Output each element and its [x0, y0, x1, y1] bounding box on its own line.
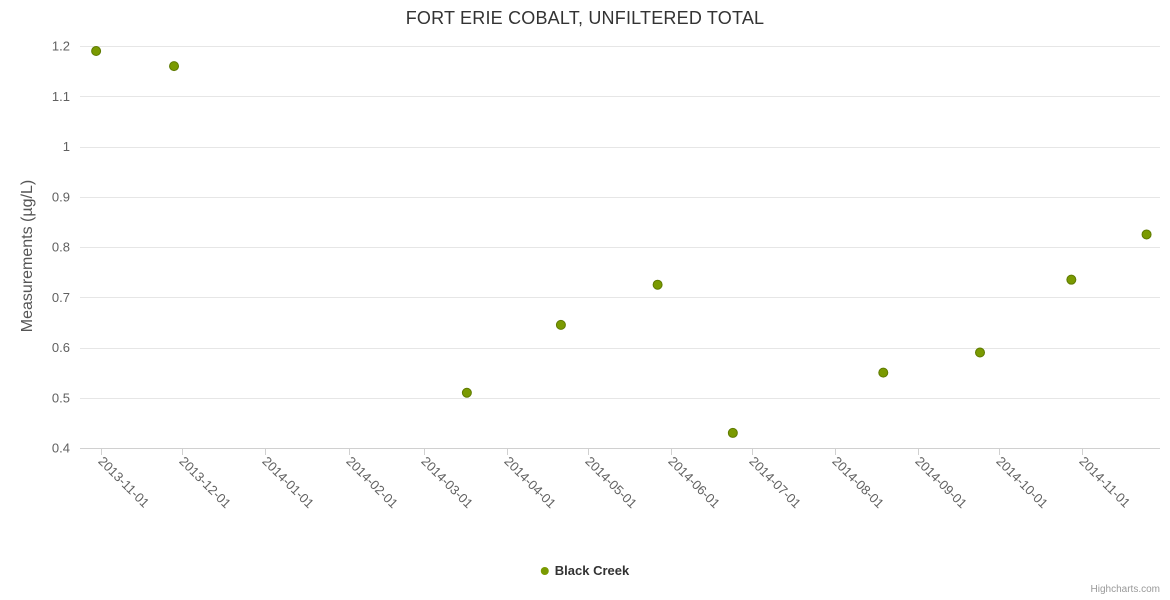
x-tick-label: 2014-10-01 — [993, 454, 1051, 512]
data-point[interactable] — [727, 427, 738, 438]
data-point[interactable] — [1141, 229, 1152, 240]
y-tick-label: 0.9 — [52, 189, 70, 204]
legend-item-black-creek[interactable]: Black Creek — [554, 563, 630, 578]
x-tick-label: 2013-12-01 — [176, 454, 234, 512]
y-tick-label: 0.7 — [52, 290, 70, 305]
y-tick-label: 0.6 — [52, 340, 70, 355]
x-tick-label: 2014-04-01 — [501, 454, 559, 512]
x-tick-label: 2014-02-01 — [343, 454, 401, 512]
x-tick-label: 2014-07-01 — [746, 454, 804, 512]
data-point[interactable] — [461, 387, 472, 398]
y-tick-label: 1.1 — [52, 89, 70, 104]
x-tick-label: 2014-11-01 — [1076, 454, 1133, 511]
y-tick-label: 1.2 — [52, 39, 70, 54]
legend: Black Creek — [540, 563, 630, 578]
data-point[interactable] — [555, 319, 566, 330]
x-tick-label: 2014-08-01 — [829, 454, 887, 512]
data-point[interactable] — [878, 367, 889, 378]
highcharts-credits-link[interactable]: Highcharts.com — [1090, 584, 1160, 595]
x-tick-label: 2014-09-01 — [912, 454, 970, 512]
y-tick-label: 0.4 — [52, 441, 70, 456]
x-tick-label: 2014-01-01 — [259, 454, 317, 512]
data-point[interactable] — [169, 61, 180, 72]
data-point[interactable] — [91, 46, 102, 57]
data-point[interactable] — [652, 279, 663, 290]
legend-marker-icon[interactable] — [540, 566, 549, 575]
x-tick-label: 2014-05-01 — [582, 454, 640, 512]
chart-title: FORT ERIE COBALT, UNFILTERED TOTAL — [405, 8, 765, 28]
data-point[interactable] — [1066, 274, 1077, 285]
x-tick-label: 2013-11-01 — [95, 454, 152, 511]
x-tick-label: 2014-06-01 — [665, 454, 723, 512]
y-tick-label: 0.5 — [52, 390, 70, 405]
y-tick-label: 0.8 — [52, 240, 70, 255]
data-point[interactable] — [975, 347, 985, 358]
x-tick-label: 2014-03-01 — [418, 454, 476, 512]
y-tick-label: 1 — [63, 139, 70, 154]
